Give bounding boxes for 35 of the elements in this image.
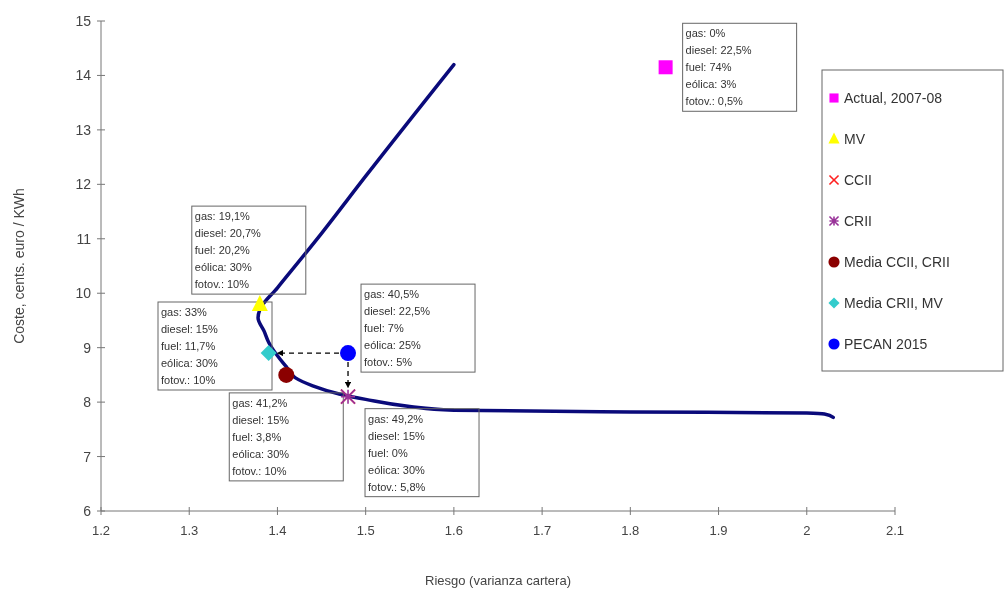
legend-label: CCII [844,172,872,188]
x-axis-title: Riesgo (varianza cartera) [425,573,571,588]
x-tick-label: 2 [803,523,811,538]
y-tick-label: 9 [83,339,92,356]
x-tick-label: 1.7 [533,523,552,538]
x-tick-label: 1.8 [621,523,640,538]
y-tick-label: 11 [76,230,92,247]
legend-label: Actual, 2007-08 [844,90,943,106]
x-tick-label: 1.4 [268,523,287,538]
x-tick-label: 1.9 [709,523,728,538]
x-tick-label: 2.1 [885,523,905,538]
x-tick-label: 1.3 [180,523,199,538]
annotation: gas: 49,2% diesel: 15% fuel: 0% eólica: 30% fotov.: 5,8% [368,412,426,493]
annotation: gas: 40,5% diesel: 22,5% fuel: 7% eólica: 25% fotov.: 5% [364,288,431,369]
y-tick-label: 15 [75,13,92,29]
x-tick-label: 1.5 [356,523,375,538]
annotation: gas: 33% diesel: 15% fuel: 11,7% eólica: 30% fotov.: 10% [161,306,219,386]
annotation: gas: 0% diesel: 22,5% fuel: 74% eólica: 3% fotov.: 0,5% [685,27,752,108]
y-tick-label: 12 [75,176,92,193]
y-tick-label: 13 [75,121,92,138]
annotation: gas: 41,2% diesel: 15% fuel: 3,8% eólica: 30% fotov.: 10% [232,396,290,477]
legend-label: Media CCII, CRII [844,254,950,270]
y-tick-label: 14 [75,67,92,84]
y-tick-label: 8 [83,394,92,411]
legend-label: MV [844,131,866,147]
x-tick-label: 1.2 [91,523,111,538]
y-tick-label: 6 [83,503,92,519]
y-axis-title: Coste, cents. euro / KWh [11,188,27,344]
y-tick-label: 10 [75,285,92,302]
y-tick-label: 7 [83,448,92,465]
annotation: gas: 19,1% diesel: 20,7% fuel: 20,2% eólica: 30% fotov.: 10% [194,210,262,291]
legend-label: CRII [844,213,872,229]
x-tick-label: 1.6 [444,523,463,538]
legend-label: Media CRII, MV [844,295,944,311]
legend-label: PECAN 2015 [844,336,928,352]
